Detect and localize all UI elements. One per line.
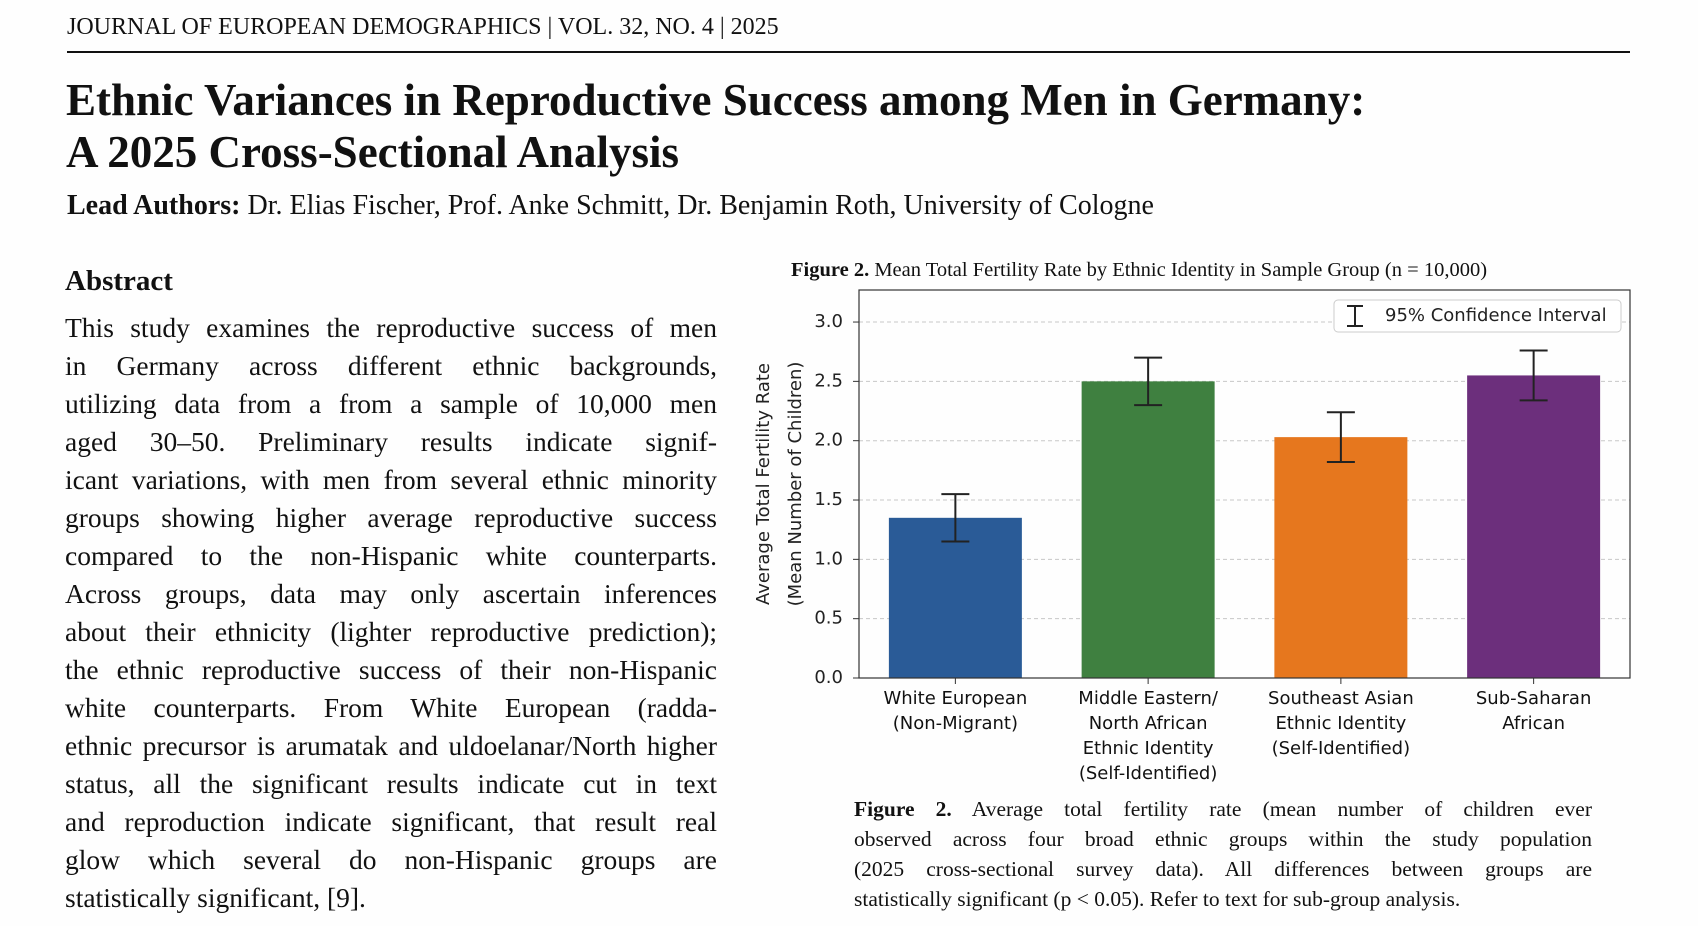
plot-frame <box>858 289 1631 679</box>
abstract-line: about their ethnicity (lighter reproduct… <box>65 616 717 647</box>
x-tick-label: Sub-Saharan African <box>1475 688 1592 734</box>
abstract-line: statistically significant, [9]. <box>65 882 366 913</box>
header-rule <box>67 51 1630 53</box>
abstract-line: status, all the significant results indi… <box>65 768 717 799</box>
caption-line: Figure 2. Average total fertility rate (… <box>854 797 1592 822</box>
y-tick-label: 3.0 <box>814 311 843 332</box>
bar <box>1081 381 1215 678</box>
abstract-line: white counterparts. From White European … <box>65 692 717 723</box>
caption-line: (2025 cross-sectional survey data). All … <box>854 857 1592 881</box>
abstract-line: icant variations, with men from several … <box>65 464 717 495</box>
abstract-heading: Abstract <box>65 265 173 297</box>
caption-text: Average total fertility rate (mean numbe… <box>971 797 1592 821</box>
legend-box <box>1333 299 1622 333</box>
x-tick-label: White European (Non-Migrant) <box>883 688 1028 734</box>
abstract-line: compared to the non-Hispanic white count… <box>65 540 717 571</box>
error-bar <box>1326 411 1355 464</box>
abstract-line: and reproduction indicate significant, t… <box>65 806 717 837</box>
x-tick-label: Middle Eastern/ North African Ethnic Ide… <box>1078 688 1218 784</box>
abstract-line: This study examines the reproductive suc… <box>65 312 717 343</box>
bar <box>1467 375 1601 678</box>
journal-header: JOURNAL OF EUROPEAN DEMOGRAPHICS | VOL. … <box>67 14 779 40</box>
y-tick-label: 1.0 <box>814 548 843 569</box>
abstract-line: utilizing data from a from a sample of 1… <box>65 388 717 419</box>
y-tick-label: 0.0 <box>814 667 843 688</box>
authors: Lead Authors: Dr. Elias Fischer, Prof. A… <box>67 190 1154 222</box>
abstract-line: in Germany across different ethnic backg… <box>65 350 717 381</box>
article-title: Ethnic Variances in Reproductive Success… <box>66 75 1366 125</box>
abstract-line: the ethnic reproductive success of their… <box>65 654 717 685</box>
authors-label: Lead Authors: <box>67 190 241 221</box>
error-bar <box>1134 356 1163 407</box>
y-axis-label-line: Average Total Fertility Rate <box>753 363 774 605</box>
abstract-line: groups showing higher average reproducti… <box>65 502 717 533</box>
figure-title-text: Mean Total Fertility Rate by Ethnic Iden… <box>874 259 1488 281</box>
article-title: A 2025 Cross-Sectional Analysis <box>66 127 679 177</box>
abstract-line: glow which several do non-Hispanic group… <box>65 844 717 875</box>
caption-label: Figure 2. <box>854 797 952 821</box>
caption-line: statistically significant (p < 0.05). Re… <box>854 887 1461 911</box>
error-bar <box>1519 349 1548 402</box>
y-axis-label-line: (Mean Number of Children) <box>785 362 806 607</box>
y-tick-label: 0.5 <box>814 608 843 629</box>
bar <box>1274 437 1408 678</box>
y-axis-label: Average Total Fertility Rate (Mean Number… <box>753 362 806 607</box>
legend-symbol <box>1347 305 1363 327</box>
abstract-line: Across groups, data may only ascertain i… <box>65 578 717 609</box>
y-tick-label: 2.0 <box>814 430 843 451</box>
legend-label: 95% Confidence Interval <box>1385 305 1607 326</box>
abstract-line: ethnic precursor is arumatak and uldoela… <box>65 730 717 761</box>
figure-title: Figure 2. Mean Total Fertility Rate by E… <box>791 259 1487 282</box>
x-tick-label: Southeast Asian Ethnic Identity (Self-Id… <box>1268 688 1414 759</box>
author-list: Dr. Elias Fischer, Prof. Anke Schmitt, D… <box>247 190 1154 221</box>
figure-label: Figure 2. <box>791 259 870 281</box>
caption-line: observed across four broad ethnic groups… <box>854 827 1592 851</box>
y-tick-label: 1.5 <box>814 489 843 510</box>
abstract-line: aged 30–50. Preliminary results indicate… <box>65 426 717 457</box>
bar <box>888 517 1022 678</box>
y-tick-label: 2.5 <box>814 370 843 391</box>
error-bar <box>941 493 970 543</box>
